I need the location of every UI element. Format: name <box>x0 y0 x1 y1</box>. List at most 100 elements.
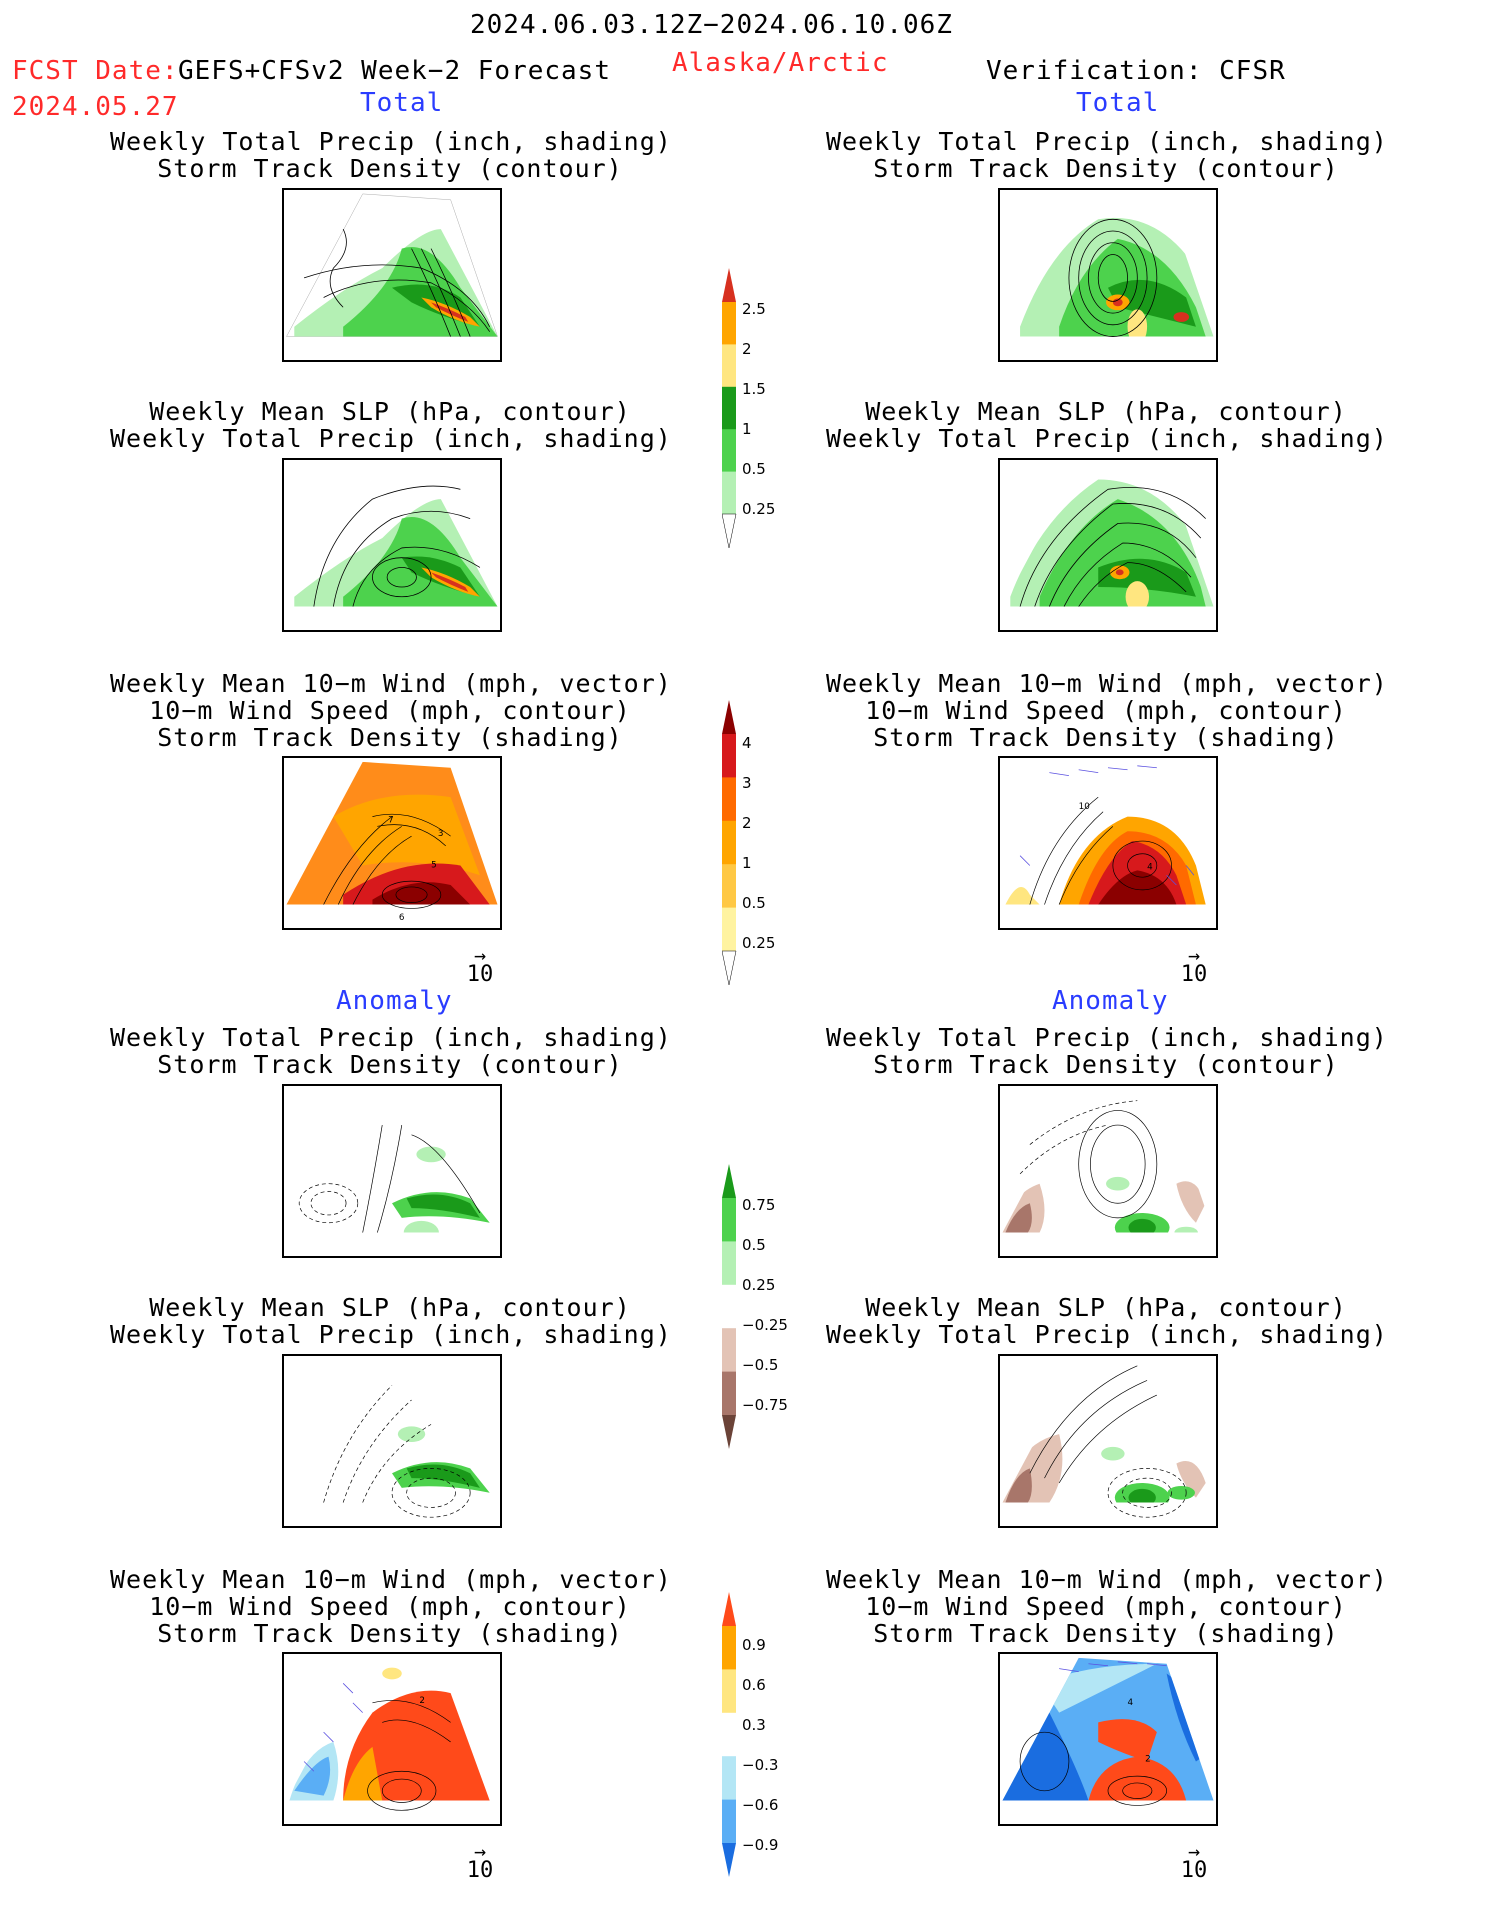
colorbar-svg <box>722 1592 736 1877</box>
colorbar-precip-total <box>722 268 802 548</box>
colorbar-svg <box>722 1164 736 1449</box>
cb-label: 0.75 <box>742 1196 776 1214</box>
cb-label: −0.25 <box>742 1316 788 1334</box>
colorbar-track-anom-swatches <box>722 1592 736 1877</box>
cb-label: 0.5 <box>742 1236 766 1254</box>
panel-title-slp-precip-verif-anom: Weekly Mean SLP (hPa, contour) Weekly To… <box>826 1293 1388 1349</box>
panel-title-precip-track-verif: Weekly Total Precip (inch, shading) Stor… <box>826 127 1388 183</box>
colorbar-swatch <box>722 1712 736 1757</box>
map-wind-track-verif-anom: 4 2 <box>998 1652 1218 1826</box>
colorbar-svg <box>722 700 737 985</box>
colorbar-swatch <box>722 302 736 345</box>
colorbar-swatch <box>722 1198 736 1242</box>
contour-label: 4 <box>1128 1698 1134 1708</box>
cb-label: 0.25 <box>742 1276 776 1294</box>
cb-label: −0.75 <box>742 1396 788 1414</box>
cb-label: −0.3 <box>742 1756 779 1774</box>
colorbar-precip-anom-swatches <box>722 1164 736 1449</box>
map-wind-track-fcst-anom: 2 <box>282 1652 502 1826</box>
panel-title-slp-precip-verif: Weekly Mean SLP (hPa, contour) Weekly To… <box>826 397 1388 453</box>
contour-label: 6 <box>399 913 405 923</box>
colorbar-cap-bottom <box>722 1415 736 1449</box>
colorbar-cap-bottom <box>722 950 737 985</box>
cb-label: −0.9 <box>742 1836 779 1854</box>
map-slp-precip-verif <box>998 458 1218 632</box>
colorbar-cap-bottom <box>722 513 737 548</box>
contour-label: 4 <box>1147 862 1153 872</box>
panel-title-precip-track-verif-anom: Weekly Total Precip (inch, shading) Stor… <box>826 1023 1388 1079</box>
colorbar-cap-top <box>722 268 736 302</box>
colorbar-swatch <box>722 429 736 473</box>
contour-label: 3 <box>438 829 444 839</box>
cb-label: 3 <box>742 774 752 792</box>
colorbar-swatch <box>722 734 736 778</box>
map-precip-track-fcst <box>282 188 502 362</box>
vector-ref-verif-anom: → 10 <box>1180 1839 1208 1883</box>
vector-ref-fcst-anom: → 10 <box>466 1839 494 1883</box>
period-title: 2024.06.03.12Z−2024.06.10.06Z <box>470 10 953 40</box>
section-anomaly-right: Anomaly <box>1052 986 1169 1016</box>
map-precip-track-verif-anom <box>998 1084 1218 1258</box>
cb-label: 1.5 <box>742 380 766 398</box>
contour-label: 7 <box>388 815 394 825</box>
colorbar-swatch <box>722 777 736 822</box>
vector-ref-verif-total: → 10 <box>1180 943 1208 987</box>
cb-label: 1 <box>742 420 752 438</box>
cb-label: 2 <box>742 340 752 358</box>
vector-ref-fcst-total: → 10 <box>466 943 494 987</box>
cb-label: −0.6 <box>742 1796 779 1814</box>
colorbar-track-anom <box>722 1592 802 1877</box>
verification-label: Verification: CFSR <box>986 56 1286 86</box>
map-slp-precip-fcst-anom <box>282 1354 502 1528</box>
map-slp-precip-verif-anom <box>998 1354 1218 1528</box>
cb-label: 2 <box>742 814 752 832</box>
panel-title-slp-precip-fcst-anom: Weekly Mean SLP (hPa, contour) Weekly To… <box>110 1293 672 1349</box>
colorbar-swatch <box>722 907 736 952</box>
section-anomaly-left: Anomaly <box>336 986 453 1016</box>
colorbar-swatch <box>722 471 736 515</box>
model-name: GEFS+CFSv2 Week−2 Forecast <box>178 56 611 86</box>
fcst-date-label: FCST Date: <box>12 56 179 86</box>
map-precip-track-fcst-anom <box>282 1084 502 1258</box>
panel-title-slp-precip-fcst: Weekly Mean SLP (hPa, contour) Weekly To… <box>110 397 672 453</box>
colorbar-swatch <box>722 1284 736 1329</box>
panel-title-precip-track-fcst: Weekly Total Precip (inch, shading) Stor… <box>110 127 672 183</box>
cb-label: 1 <box>742 854 752 872</box>
colorbar-track-total-swatches <box>722 700 737 985</box>
colorbar-swatch <box>722 1799 736 1844</box>
panel-title-wind-fcst: Weekly Mean 10−m Wind (mph, vector) 10−m… <box>110 669 672 752</box>
colorbar-swatch <box>722 1241 736 1286</box>
map-slp-precip-fcst <box>282 458 502 632</box>
section-total-left: Total <box>360 88 444 118</box>
panel-title-precip-track-fcst-anom: Weekly Total Precip (inch, shading) Stor… <box>110 1023 672 1079</box>
contour-label: 5 <box>431 860 437 870</box>
colorbar-swatch <box>722 344 736 388</box>
colorbar-swatch <box>722 864 736 909</box>
panel-title-wind-verif-anom: Weekly Mean 10−m Wind (mph, vector) 10−m… <box>826 1565 1388 1648</box>
colorbar-swatch <box>722 820 736 865</box>
colorbar-precip-anom <box>722 1164 802 1449</box>
cb-label: 0.3 <box>742 1716 766 1734</box>
fcst-date-value: 2024.05.27 <box>12 92 179 122</box>
cb-label: 0.25 <box>742 934 776 952</box>
cb-label: 0.25 <box>742 500 776 518</box>
map-precip-track-verif <box>998 188 1218 362</box>
colorbar-swatch <box>722 1669 736 1714</box>
panel-title-wind-fcst-anom: Weekly Mean 10−m Wind (mph, vector) 10−m… <box>110 1565 672 1648</box>
cb-label: 0.6 <box>742 1676 766 1694</box>
panel-title-wind-verif: Weekly Mean 10−m Wind (mph, vector) 10−m… <box>826 669 1388 752</box>
cb-label: 2.5 <box>742 300 766 318</box>
cb-label: 0.5 <box>742 894 766 912</box>
colorbar-svg <box>722 268 737 548</box>
cb-label: −0.5 <box>742 1356 779 1374</box>
cb-label: 4 <box>742 734 752 752</box>
region-label: Alaska/Arctic <box>672 48 889 78</box>
cb-label: 0.9 <box>742 1636 766 1654</box>
colorbar-track-total <box>722 700 802 985</box>
map-wind-track-verif: 10 4 <box>998 756 1218 930</box>
colorbar-cap-top <box>722 1164 736 1198</box>
colorbar-swatch <box>722 1371 736 1416</box>
colorbar-cap-top <box>722 1592 736 1626</box>
contour-label: 2 <box>419 1696 425 1706</box>
map-wind-track-fcst: 7 3 5 6 <box>282 756 502 930</box>
